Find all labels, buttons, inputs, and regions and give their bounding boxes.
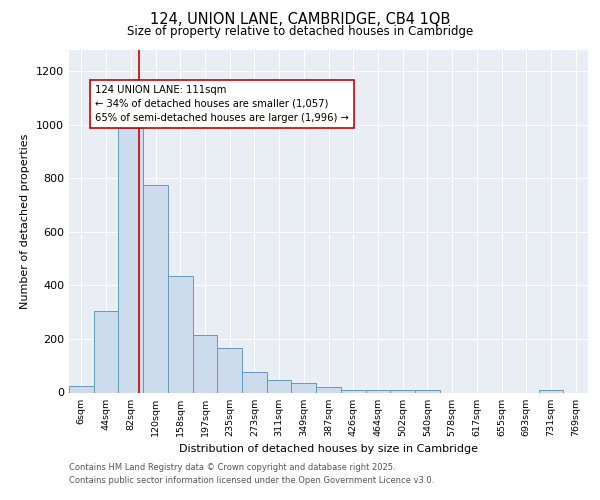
Bar (267, 380, 292, 392)
Text: Contains public sector information licensed under the Open Government Licence v3: Contains public sector information licen… (69, 476, 434, 485)
Bar (193, 335, 217, 392)
Text: 124 UNION LANE: 111sqm
← 34% of detached houses are smaller (1,057)
65% of semi-: 124 UNION LANE: 111sqm ← 34% of detached… (95, 85, 349, 123)
Bar (168, 276, 193, 392)
Bar (316, 387, 341, 392)
Bar (69, 386, 94, 392)
Bar (242, 372, 267, 392)
Bar (217, 348, 242, 393)
Bar (143, 185, 168, 392)
Bar (118, 128, 143, 392)
Text: 124, UNION LANE, CAMBRIDGE, CB4 1QB: 124, UNION LANE, CAMBRIDGE, CB4 1QB (150, 12, 450, 28)
Bar (415, 390, 440, 392)
Bar (94, 311, 118, 392)
Bar (365, 390, 390, 392)
X-axis label: Distribution of detached houses by size in Cambridge: Distribution of detached houses by size … (179, 444, 478, 454)
Bar (539, 390, 563, 392)
Bar (292, 383, 316, 392)
Bar (390, 390, 415, 392)
Text: Contains HM Land Registry data © Crown copyright and database right 2025.: Contains HM Land Registry data © Crown c… (69, 464, 395, 472)
Text: Size of property relative to detached houses in Cambridge: Size of property relative to detached ho… (127, 25, 473, 38)
Y-axis label: Number of detached properties: Number of detached properties (20, 134, 31, 309)
Bar (341, 390, 365, 392)
